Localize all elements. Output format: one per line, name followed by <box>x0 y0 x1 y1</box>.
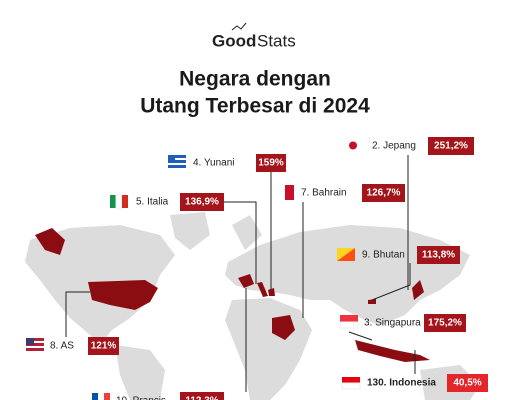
flag-bahrain <box>280 185 294 200</box>
country-name: 130. Indonesia <box>367 378 436 389</box>
indonesia <box>355 340 430 362</box>
sudan-region <box>272 315 295 340</box>
country-name: 8. AS <box>50 341 74 352</box>
greenland <box>170 212 210 250</box>
country-name: 4. Yunani <box>193 158 235 169</box>
value-label: 159% <box>258 158 284 169</box>
usa <box>88 280 158 310</box>
value-box <box>428 137 474 155</box>
title-line: Utang Terbesar di 2024 <box>140 95 370 118</box>
flag-indonesia <box>341 377 361 390</box>
value-box <box>88 337 119 355</box>
country-name: 7. Bahrain <box>301 188 347 199</box>
country-labels: 2. Jepang 251,2% 4. Yunani 159% 5. Italia 136… <box>50 137 488 400</box>
leader-line <box>348 331 373 341</box>
value-box <box>417 246 460 264</box>
value-box <box>180 193 224 211</box>
france <box>238 274 254 288</box>
logo-regular: Stats <box>257 31 296 50</box>
japan <box>412 280 424 300</box>
value-label: 113,8% <box>422 250 455 261</box>
value-label: 121% <box>91 341 117 352</box>
value-box <box>180 392 224 400</box>
leader-line <box>371 263 411 301</box>
flags <box>26 139 362 400</box>
scandinavia <box>232 215 262 250</box>
flag-greece <box>168 155 186 168</box>
leader-line <box>224 201 257 284</box>
eurasia <box>225 225 470 325</box>
alaska <box>35 228 65 255</box>
country-name: 10. Prancis <box>116 396 166 400</box>
country-name: 3. Singapura <box>364 318 421 329</box>
flag-france <box>92 393 110 400</box>
world-map <box>25 212 480 400</box>
country-name: 9. Bhutan <box>362 250 405 261</box>
value-box <box>447 374 488 392</box>
flag-us <box>26 338 44 351</box>
value-box <box>256 154 286 172</box>
value-label: 175,2% <box>428 318 462 329</box>
country-name: 5. Italia <box>136 197 169 208</box>
value-label: 126,7% <box>367 188 401 199</box>
flag-italy <box>110 194 128 209</box>
bhutan <box>368 299 376 304</box>
leader-line <box>65 291 90 337</box>
value-label: 251,2% <box>434 141 468 152</box>
greece <box>268 288 275 296</box>
value-label: 136,9% <box>185 197 219 208</box>
logo-bold: Good <box>212 31 256 50</box>
value-label: 112,3% <box>185 396 218 400</box>
country-name: 2. Jepang <box>372 141 416 152</box>
value-box <box>362 184 405 202</box>
title-line: Negara dengan <box>179 68 331 91</box>
logo: Good Stats <box>212 22 296 50</box>
value-box <box>424 314 466 332</box>
flag-japan <box>344 139 362 152</box>
leader-lines <box>65 155 416 392</box>
flag-bhutan <box>337 248 355 261</box>
logo-icon <box>231 22 247 31</box>
flag-singapore <box>339 315 359 329</box>
value-label: 40,5% <box>453 378 481 389</box>
south-america <box>115 345 165 400</box>
italy <box>257 282 268 297</box>
